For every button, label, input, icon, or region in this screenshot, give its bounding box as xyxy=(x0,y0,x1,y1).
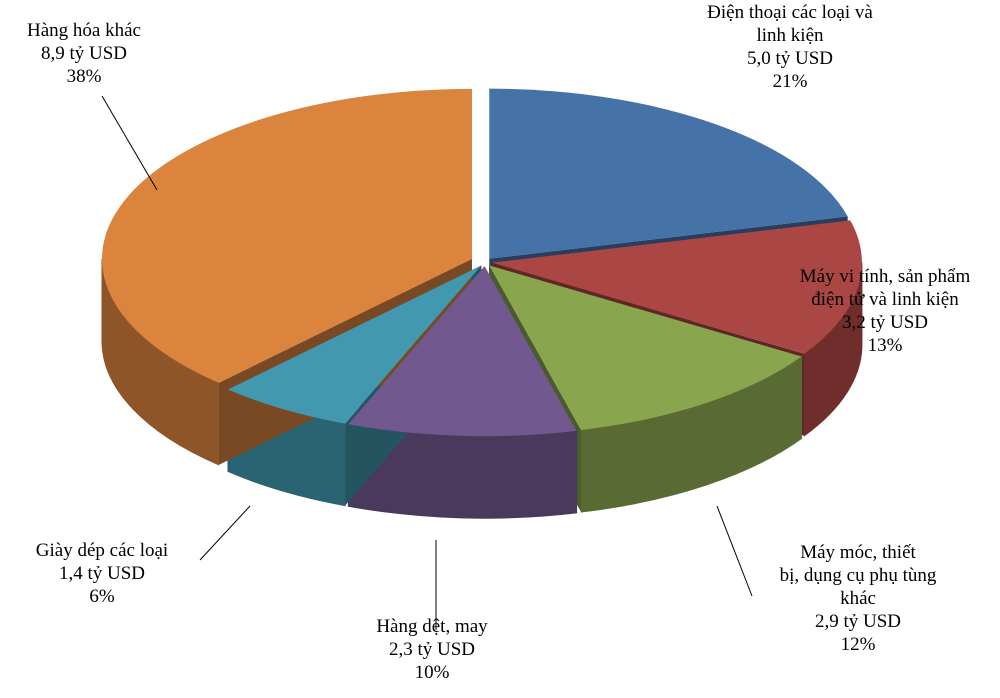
slice-label: Hàng dệt, may xyxy=(376,616,488,637)
label-line: linh kiện xyxy=(756,25,824,46)
label-line: Máy vi tính, sản phẩm xyxy=(800,266,971,287)
slice-label: Giày dép các loại xyxy=(36,540,168,561)
percent-label: 10% xyxy=(415,662,450,683)
amount-label: 2,9 tỷ USD xyxy=(815,611,901,632)
label-line: khác xyxy=(840,588,876,609)
label-line: Giày dép các loại xyxy=(36,540,168,561)
pie-slice xyxy=(489,265,802,431)
pie-slice xyxy=(227,265,482,424)
label-line: Máy móc, thiết xyxy=(800,542,916,563)
label-line: điện tử và linh kiện xyxy=(811,289,959,310)
pie-slice xyxy=(348,266,577,437)
percent-label: 13% xyxy=(868,335,903,356)
slice-label: Máy móc, thiết bị, dụng cụ phụ tùng khác xyxy=(780,542,937,609)
leader-line xyxy=(199,505,251,561)
percent-label: 12% xyxy=(841,634,876,655)
label-line: Hàng hóa khác xyxy=(27,20,141,41)
slice-label: Máy vi tính, sản phẩm điện tử và linh kiệ… xyxy=(800,266,971,310)
pie-slice xyxy=(101,88,472,383)
amount-label: 5,0 tỷ USD xyxy=(747,48,833,69)
percent-label: 38% xyxy=(67,66,102,87)
percent-label: 6% xyxy=(89,586,115,607)
slice-side xyxy=(347,423,578,519)
label-line: Điện thoại các loại và xyxy=(707,2,873,23)
amount-label: 8,9 tỷ USD xyxy=(41,43,127,64)
slice-label: Điện thoại các loại và linh kiện xyxy=(707,2,873,46)
pie-slice xyxy=(489,88,848,259)
amount-label: 1,4 tỷ USD xyxy=(59,563,145,584)
percent-label: 21% xyxy=(773,71,808,92)
leader-line xyxy=(101,95,158,191)
amount-label: 3,2 tỷ USD xyxy=(842,312,928,333)
leader-line xyxy=(716,505,753,597)
amount-label: 2,3 tỷ USD xyxy=(389,639,475,660)
label-line: bị, dụng cụ phụ tùng xyxy=(780,565,937,586)
pie-slice xyxy=(491,220,862,354)
slice-label: Hàng hóa khác xyxy=(27,20,141,41)
label-line: Hàng dệt, may xyxy=(376,616,488,637)
